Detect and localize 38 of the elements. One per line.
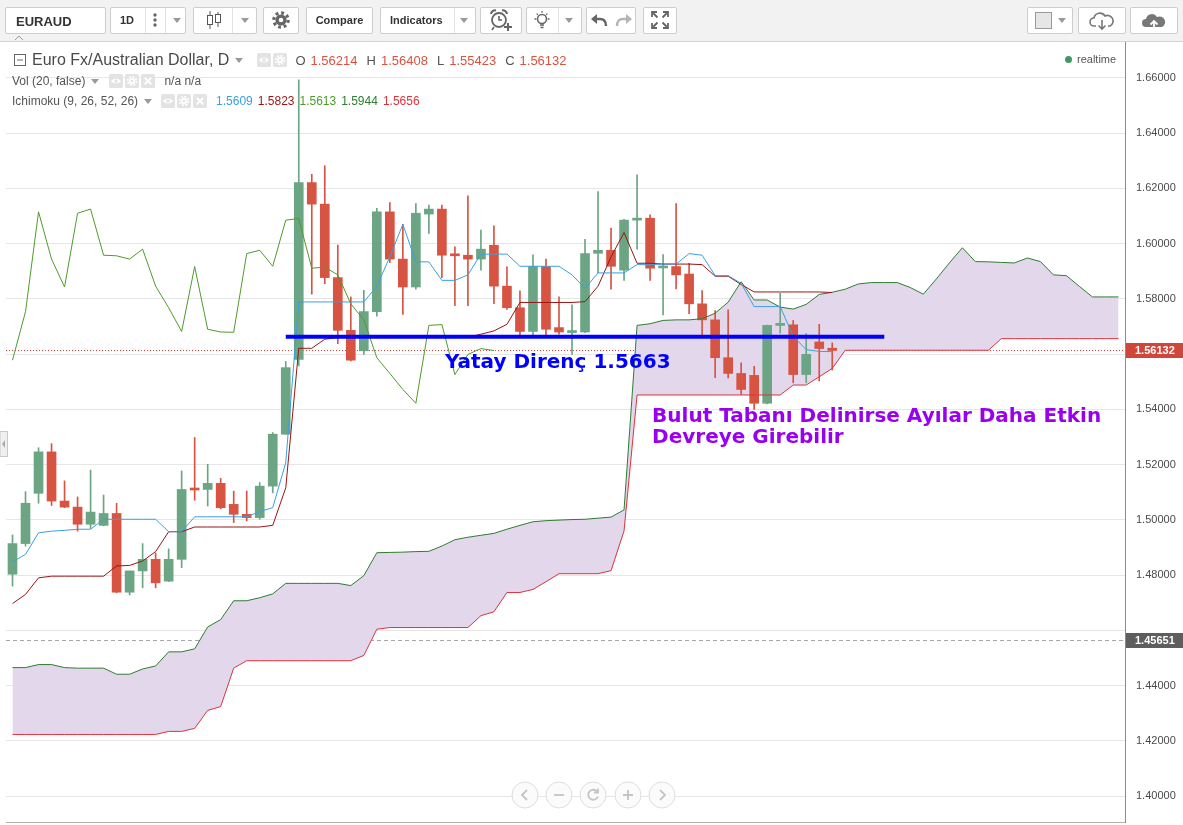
annotation: 1.5609 1.5823 1.5613 1.5944 1.5656 <box>216 94 420 108</box>
ref-line-label: 1.45651 <box>1135 634 1175 647</box>
symbol-field: EURAUD <box>5 7 106 34</box>
candlestick <box>593 191 603 273</box>
candlestick <box>775 293 786 334</box>
y-tick-label: 1.44000 <box>1136 678 1176 691</box>
candlestick <box>202 463 213 507</box>
annotation: Vol (20, false) <box>12 74 86 88</box>
button: Indicators <box>380 7 476 34</box>
annotation: n/a n/a <box>164 74 202 88</box>
y-tick-label: 1.62000 <box>1136 181 1176 194</box>
text: Euro Fx/Australian Dollar, D <box>32 51 230 69</box>
y-tick-label: 1.50000 <box>1136 512 1176 525</box>
y-tick-label: 1.58000 <box>1136 291 1176 304</box>
annotation: Bulut Tabanı Delinirse Ayılar Daha Etkin Devreye Girebilir <box>652 403 1102 448</box>
y-tick-label: 1.60000 <box>1136 236 1176 249</box>
candlestick <box>450 246 460 307</box>
text: O 1.56214 H 1.56408 L 1.55423 C 1.56132 <box>295 52 567 68</box>
ref-line-label: 1.56132 <box>1135 344 1175 357</box>
y-tick-label: 1.64000 <box>1136 126 1176 139</box>
candlestick <box>567 304 577 355</box>
y-tick-label: 1.52000 <box>1136 457 1176 470</box>
y-tick-label: 1.54000 <box>1136 402 1176 415</box>
y-tick-label: 1.48000 <box>1136 568 1176 581</box>
y-tick-label: 1.40000 <box>1136 789 1176 802</box>
candlestick <box>554 296 564 335</box>
y-tick-label: 1.66000 <box>1136 70 1176 83</box>
annotation: realtime <box>1077 53 1117 65</box>
annotation: Ichimoku (9, 26, 52, 26) <box>12 94 139 108</box>
candlestick <box>814 323 825 382</box>
y-tick-label: 1.42000 <box>1136 733 1176 746</box>
candlestick <box>424 204 434 234</box>
candlestick <box>827 342 838 371</box>
button: Compare <box>306 7 373 34</box>
candlestick <box>671 203 681 290</box>
button: 1D <box>110 7 186 34</box>
candlestick <box>306 173 317 295</box>
candlestick <box>463 195 473 307</box>
